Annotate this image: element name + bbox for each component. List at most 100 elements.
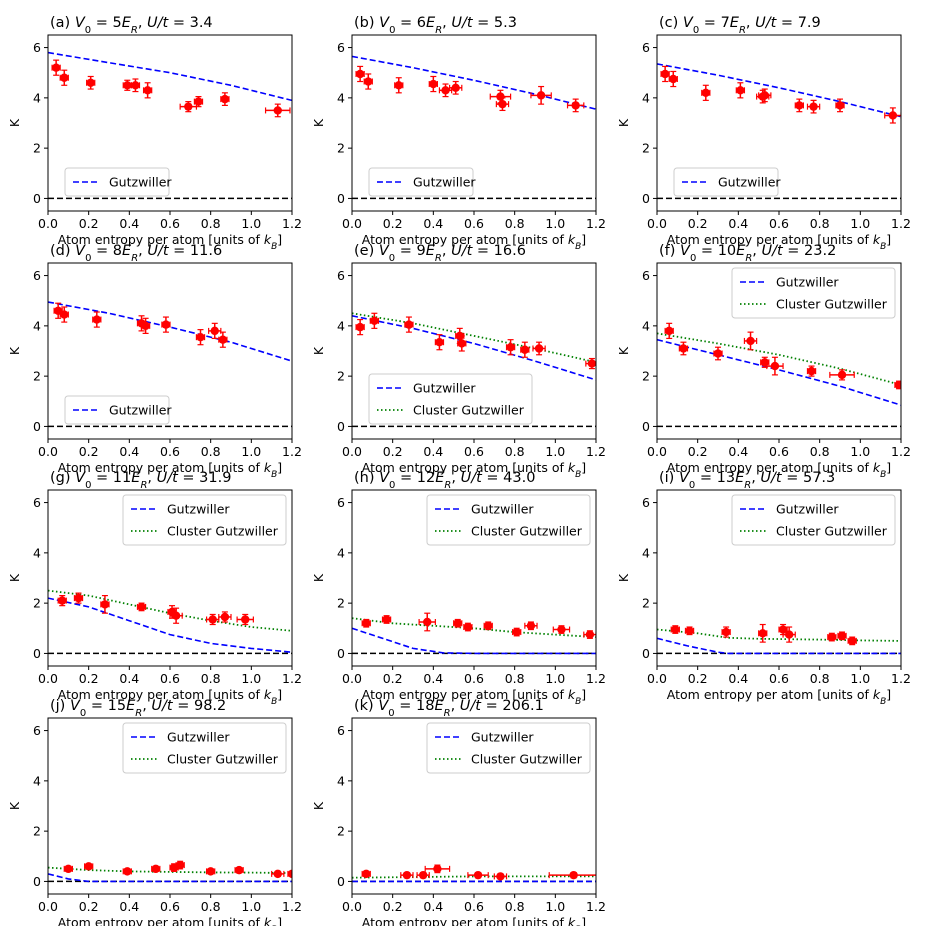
x-tick-label: 1.0 <box>545 216 565 231</box>
data-point <box>807 100 819 113</box>
data-point <box>435 335 443 350</box>
data-marker <box>746 337 754 345</box>
x-tick-label: 1.2 <box>282 444 302 459</box>
legend: Gutzwiller Cluster Gutzwiller <box>427 495 590 545</box>
data-marker <box>685 627 693 635</box>
data-marker <box>74 594 82 602</box>
legend-label: Gutzwiller <box>413 175 476 190</box>
data-marker <box>219 335 227 343</box>
y-tick-label: 0 <box>337 419 345 434</box>
data-marker <box>557 625 565 633</box>
y-tick-label: 4 <box>33 90 41 105</box>
data-point <box>702 85 710 100</box>
data-marker <box>184 102 192 110</box>
legend-label: Cluster Gutzwiller <box>776 524 888 539</box>
data-marker <box>809 102 817 110</box>
panel-k: (k) V0 = 18ER, U/t = 206.10.0 0.2 0.4 0.6 0.… <box>311 698 606 926</box>
data-marker <box>771 362 779 370</box>
data-marker <box>206 867 214 875</box>
data-marker <box>669 75 677 83</box>
data-point <box>568 99 584 112</box>
x-tick-label: 0.2 <box>383 671 403 686</box>
data-point <box>848 637 856 645</box>
data-marker <box>356 70 364 78</box>
data-point <box>417 871 429 879</box>
panel-a: (a) V0 = 5ER, U/t = 3.40.0 0.2 0.4 0.6 0.8 1.… <box>7 15 302 252</box>
plot-area <box>48 861 296 882</box>
data-marker <box>537 91 545 99</box>
x-tick-label: 0.4 <box>119 216 139 231</box>
data-point <box>744 332 756 350</box>
data-point <box>671 625 679 633</box>
y-tick-label: 4 <box>337 773 345 788</box>
legend: Gutzwiller Cluster Gutzwiller <box>123 723 286 773</box>
y-tick-label: 4 <box>337 545 345 560</box>
data-marker <box>571 101 579 109</box>
data-marker <box>433 865 441 873</box>
data-point <box>468 871 488 879</box>
plot-area <box>352 613 596 653</box>
y-tick-label: 4 <box>33 545 41 560</box>
y-tick-label: 4 <box>33 318 41 333</box>
x-axis-label: Atom entropy per atom [units of kB] <box>362 915 586 926</box>
x-tick-label: 1.2 <box>586 216 606 231</box>
y-tick-label: 4 <box>642 545 650 560</box>
data-marker <box>527 622 535 630</box>
data-point <box>64 865 72 873</box>
data-marker <box>101 600 109 608</box>
data-marker <box>464 623 472 631</box>
data-marker <box>162 320 170 328</box>
data-marker <box>498 100 506 108</box>
gutzwiller-curve <box>657 64 901 117</box>
x-tick-label: 0.6 <box>464 216 484 231</box>
y-axis-label: K <box>7 573 22 582</box>
data-marker <box>828 633 836 641</box>
panel-title: (c) V0 = 7ER, U/t = 7.9 <box>659 15 821 36</box>
x-tick-label: 0.0 <box>38 671 58 686</box>
data-marker <box>58 596 66 604</box>
plot-area <box>657 323 903 426</box>
data-marker <box>362 619 370 627</box>
data-marker <box>362 870 370 878</box>
x-tick-label: 0.8 <box>201 899 221 914</box>
x-tick-label: 0.4 <box>119 899 139 914</box>
data-point <box>795 99 803 112</box>
legend: Gutzwiller Cluster Gutzwiller <box>369 374 532 424</box>
data-marker <box>661 70 669 78</box>
y-tick-label: 2 <box>33 824 41 839</box>
data-point <box>807 366 815 376</box>
x-tick-label: 0.6 <box>160 444 180 459</box>
x-tick-label: 0.8 <box>201 216 221 231</box>
x-tick-label: 1.2 <box>891 444 911 459</box>
data-marker <box>836 101 844 109</box>
data-point <box>419 613 435 631</box>
legend-label: Cluster Gutzwiller <box>776 297 888 312</box>
data-marker <box>143 86 151 94</box>
y-tick-label: 0 <box>337 874 345 889</box>
y-tick-label: 2 <box>337 596 345 611</box>
data-point <box>828 633 836 641</box>
legend: Gutzwiller <box>369 168 476 196</box>
legend-label: Gutzwiller <box>109 403 172 418</box>
y-tick-label: 0 <box>642 646 650 661</box>
x-tick-label: 0.8 <box>201 671 221 686</box>
y-tick-label: 6 <box>33 268 41 283</box>
y-tick-label: 0 <box>33 874 41 889</box>
x-tick-label: 0.6 <box>464 671 484 686</box>
data-marker <box>123 867 131 875</box>
data-marker <box>569 871 577 879</box>
data-point <box>219 612 231 622</box>
y-tick-label: 6 <box>642 40 650 55</box>
data-point <box>521 342 529 357</box>
y-tick-label: 2 <box>337 141 345 156</box>
y-tick-label: 2 <box>642 141 650 156</box>
data-point <box>665 323 673 338</box>
data-marker <box>452 84 460 92</box>
data-marker <box>586 630 594 638</box>
data-point <box>221 93 229 106</box>
data-marker <box>429 80 437 88</box>
data-marker <box>484 622 492 630</box>
legend-label: Gutzwiller <box>167 730 230 745</box>
y-axis-label: K <box>311 573 326 582</box>
x-tick-label: 0.0 <box>342 671 362 686</box>
